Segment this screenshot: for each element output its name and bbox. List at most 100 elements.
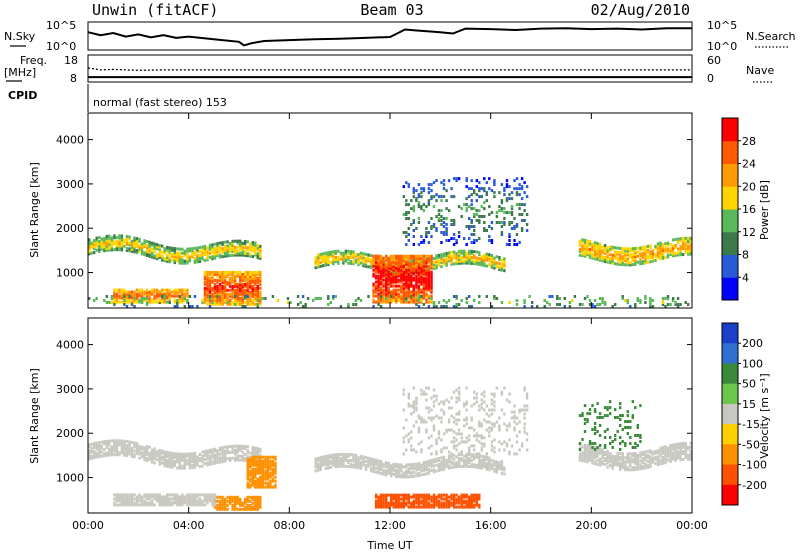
power-cell xyxy=(452,252,456,256)
power-cell xyxy=(468,237,471,240)
power-cell xyxy=(659,253,662,257)
velocity-cell xyxy=(234,505,237,509)
power-cell xyxy=(400,300,403,304)
power-cell xyxy=(342,259,345,263)
power-cell xyxy=(218,272,222,276)
velocity-cell xyxy=(400,473,403,477)
velocity-cell xyxy=(669,456,672,459)
power-cell xyxy=(148,254,151,258)
velocity-cell xyxy=(161,497,164,501)
velocity-cell xyxy=(322,463,325,467)
power-cell xyxy=(427,254,431,258)
power-cell xyxy=(445,301,448,304)
power-cell xyxy=(133,242,136,246)
velocity-cell xyxy=(138,456,141,460)
velocity-cell xyxy=(452,495,456,499)
velocity-cell xyxy=(432,499,436,503)
velocity-cell xyxy=(150,501,154,505)
velocity-cell xyxy=(231,507,234,511)
velocity-cell xyxy=(480,454,483,458)
power-cell xyxy=(397,256,400,260)
velocity-cell xyxy=(150,503,154,507)
power-cell xyxy=(427,264,431,268)
velocity-cell xyxy=(679,454,682,458)
velocity-cell xyxy=(213,461,217,465)
power-cell xyxy=(430,258,433,262)
velocity-cell xyxy=(145,447,149,450)
velocity-cell xyxy=(452,503,456,507)
power-cell xyxy=(148,252,151,256)
power-cell xyxy=(417,258,421,262)
velocity-cell xyxy=(198,503,202,507)
power-cell xyxy=(138,247,141,251)
power-cell xyxy=(641,259,645,263)
power-cell xyxy=(684,248,687,252)
y-tick-label: 1000 xyxy=(56,267,84,280)
power-cell xyxy=(417,264,421,268)
velocity-cell xyxy=(631,454,634,458)
velocity-cell xyxy=(581,459,584,463)
power-cell xyxy=(377,262,380,266)
power-cell xyxy=(324,263,327,267)
velocity-cell xyxy=(395,465,398,468)
velocity-cell xyxy=(118,453,121,457)
power-cell xyxy=(181,247,184,251)
velocity-cell xyxy=(191,497,194,501)
power-cell xyxy=(405,235,408,238)
power-cell xyxy=(465,225,468,228)
velocity-cell xyxy=(591,451,594,455)
velocity-cell xyxy=(334,461,337,465)
power-cell xyxy=(103,249,106,253)
velocity-cell xyxy=(158,495,161,499)
power-cell xyxy=(432,267,436,271)
power-cell xyxy=(153,256,156,260)
power-cell xyxy=(397,278,400,282)
velocity-cell xyxy=(445,463,448,467)
velocity-cell xyxy=(221,503,224,507)
power-cell xyxy=(435,229,438,232)
power-cell xyxy=(591,305,594,308)
power-cell xyxy=(236,245,239,249)
velocity-cell xyxy=(676,450,680,454)
power-cell xyxy=(475,193,478,197)
power-cell xyxy=(226,250,229,254)
power-cell xyxy=(430,276,433,280)
power-cell xyxy=(445,261,448,265)
power-cell xyxy=(405,286,408,290)
power-cell xyxy=(191,249,194,253)
velocity-cell xyxy=(206,493,209,497)
velocity-cell xyxy=(148,501,151,505)
velocity-cell xyxy=(379,462,383,466)
power-cell xyxy=(666,303,670,306)
power-cell xyxy=(412,266,415,270)
power-cell xyxy=(228,288,232,292)
power-cell xyxy=(473,215,476,218)
velocity-cell xyxy=(621,454,624,458)
power-cell xyxy=(619,260,622,264)
velocity-cell xyxy=(203,450,207,453)
velocity-cell xyxy=(475,455,478,459)
power-cell xyxy=(598,248,602,252)
velocity-cell xyxy=(374,493,378,497)
power-cell xyxy=(578,253,582,257)
power-cell xyxy=(382,274,385,278)
power-cell xyxy=(186,251,189,255)
velocity-cell xyxy=(455,432,458,436)
velocity-cell xyxy=(191,503,194,507)
velocity-cell xyxy=(163,497,166,501)
power-cell xyxy=(143,243,146,247)
power-cell xyxy=(120,238,124,242)
power-cell xyxy=(203,294,207,298)
power-cell xyxy=(659,257,662,261)
velocity-cell xyxy=(274,475,277,479)
power-cell xyxy=(244,276,247,280)
power-cell xyxy=(468,227,471,230)
power-cell xyxy=(422,270,426,274)
power-cell xyxy=(659,245,662,249)
y-tick-label: 4000 xyxy=(56,134,84,147)
power-cell xyxy=(357,257,360,261)
velocity-cell xyxy=(158,499,161,503)
velocity-cell xyxy=(191,495,194,499)
power-cell xyxy=(125,249,129,252)
velocity-cell xyxy=(342,452,345,456)
